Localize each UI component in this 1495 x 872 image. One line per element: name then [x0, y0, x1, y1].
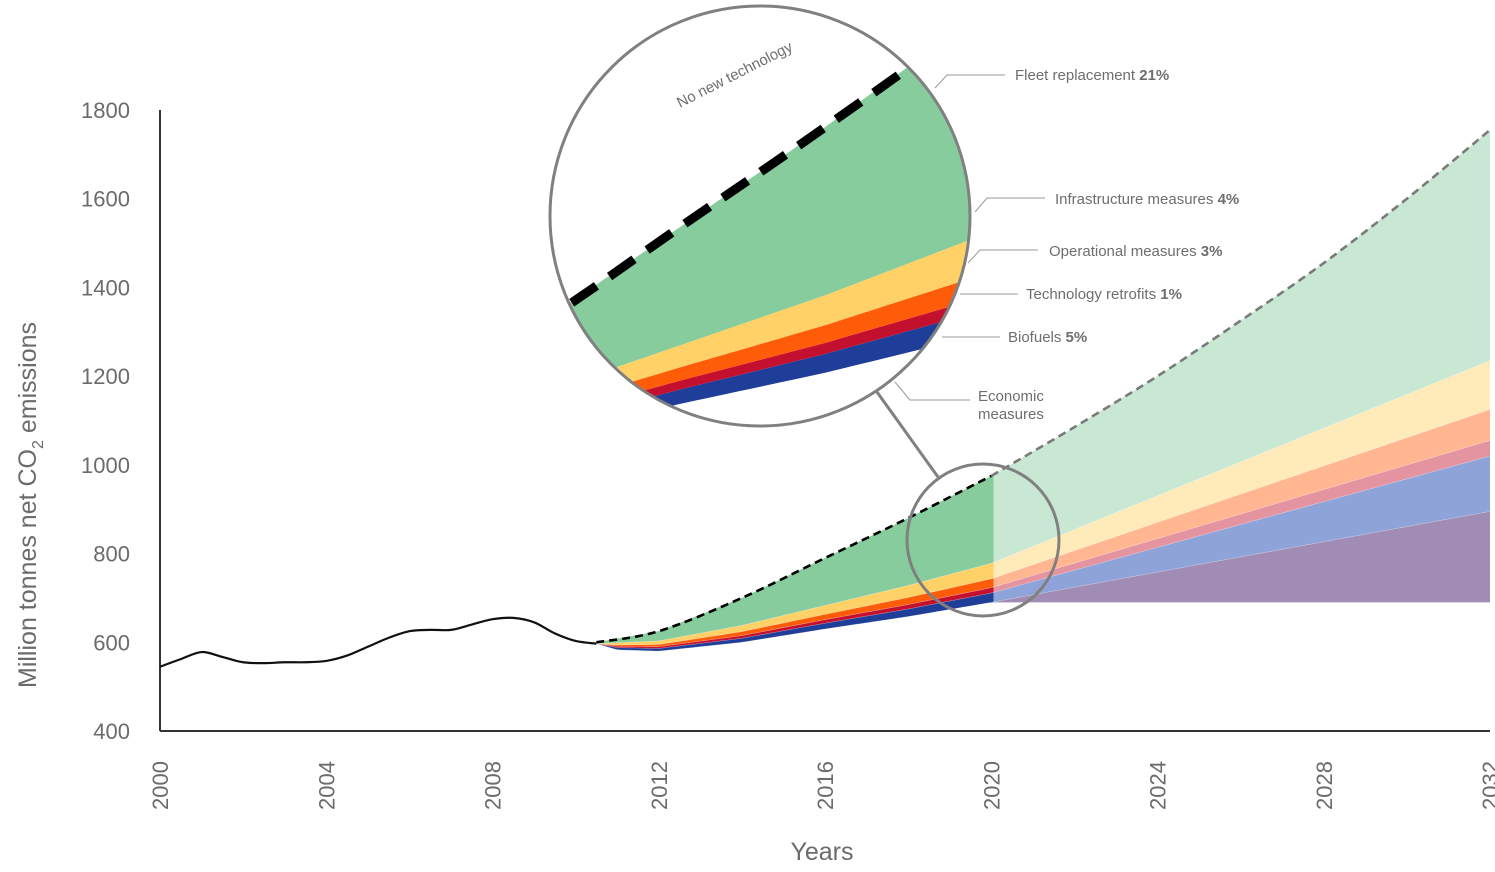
x-tick-label: 2032 — [1478, 761, 1495, 810]
x-tick-label: 2028 — [1312, 761, 1337, 810]
zoom-lens-border — [548, 4, 972, 428]
band-separator — [596, 455, 1491, 649]
y-tick-label: 1200 — [81, 364, 130, 389]
lens-fleet-replacement-area-to-2020 — [550, 19, 970, 426]
zoom-connector-line — [875, 391, 940, 478]
fleet-replacement-area-to-2020 — [596, 474, 994, 644]
annotation-technology-retrofits: Technology retrofits 1% — [1026, 286, 1182, 303]
y-tick-label: 400 — [93, 719, 130, 744]
annotation-percent: 4% — [1218, 191, 1240, 208]
x-tick-label: 2024 — [1146, 761, 1171, 810]
band-separator — [596, 360, 1491, 644]
projection-areas — [596, 129, 1491, 652]
x-tick-label: 2004 — [314, 761, 339, 810]
y-tick-label: 1600 — [81, 187, 130, 212]
x-tick-label: 2000 — [148, 761, 173, 810]
x-tick-label: 2016 — [813, 761, 838, 810]
annotation-leader-line — [934, 74, 1005, 89]
x-tick-labels: 2000 2004 2008 2012 2016 2020 2024 2028 2032 — [148, 761, 1495, 810]
annotation-name: Biofuels — [1008, 329, 1066, 346]
annotation-percent: 21% — [1139, 67, 1169, 84]
operational-measures-area-after-2020 — [993, 409, 1490, 588]
y-tick-label: 1800 — [81, 98, 130, 123]
annotation-economic-measures-line1: Economic — [978, 388, 1044, 405]
annotation-name: Operational measures — [1049, 243, 1201, 260]
annotation-infrastructure-measures: Infrastructure measures 4% — [1055, 191, 1239, 208]
baseline-line-after-2020 — [990, 128, 1491, 478]
y-axis-title-subscript: 2 — [30, 440, 47, 449]
y-tick-labels: 400 600 800 1000 1200 1400 1600 1800 — [81, 98, 130, 744]
band-separator — [596, 440, 1491, 647]
legend-annotations: Fleet replacement 21% Infrastructure meas… — [894, 67, 1239, 423]
annotation-leader-line — [894, 381, 970, 401]
y-tick-label: 800 — [93, 542, 130, 567]
y-tick-label: 1000 — [81, 453, 130, 478]
annotation-percent: 5% — [1066, 329, 1088, 346]
y-axis-title: Million tonnes net CO2 emissions — [14, 322, 47, 688]
zoom-lens — [548, 4, 972, 428]
zoom-lens-content — [550, 6, 970, 426]
baseline-line-to-2020 — [596, 474, 992, 644]
band-separator — [596, 511, 1491, 652]
series-lines — [159, 128, 1491, 668]
y-tick-label: 1400 — [81, 275, 130, 300]
economic-measures-area-after-2020 — [993, 511, 1490, 603]
annotation-name: Technology retrofits — [1026, 286, 1160, 303]
y-tick-label: 600 — [93, 630, 130, 655]
annotation-biofuels: Biofuels 5% — [1008, 329, 1087, 346]
technology-retrofits-area-after-2020 — [993, 440, 1490, 593]
annotation-leader-line — [974, 197, 1045, 213]
x-tick-label: 2008 — [481, 761, 506, 810]
annotation-name: Infrastructure measures — [1055, 191, 1218, 208]
historical-emissions-line — [159, 616, 597, 668]
annotation-name: Fleet replacement — [1015, 67, 1139, 84]
fleet-replacement-area-after-2020 — [993, 129, 1490, 563]
annotation-percent: 3% — [1201, 243, 1223, 260]
zoom-target-circle — [905, 462, 1061, 618]
axes — [159, 110, 1490, 732]
infrastructure-measures-area-after-2020 — [993, 360, 1490, 579]
annotation-percent: 1% — [1160, 286, 1182, 303]
biofuels-area-after-2020 — [993, 455, 1490, 602]
x-axis-title: Years — [790, 838, 853, 866]
x-tick-label: 2020 — [979, 761, 1004, 810]
band-separator — [596, 409, 1491, 646]
annotation-economic-measures-line2: measures — [978, 406, 1044, 423]
annotation-leader-line — [967, 249, 1038, 264]
annotation-fleet-replacement: Fleet replacement 21% — [1015, 67, 1169, 84]
x-tick-label: 2012 — [647, 761, 672, 810]
annotation-operational-measures: Operational measures 3% — [1049, 243, 1222, 260]
